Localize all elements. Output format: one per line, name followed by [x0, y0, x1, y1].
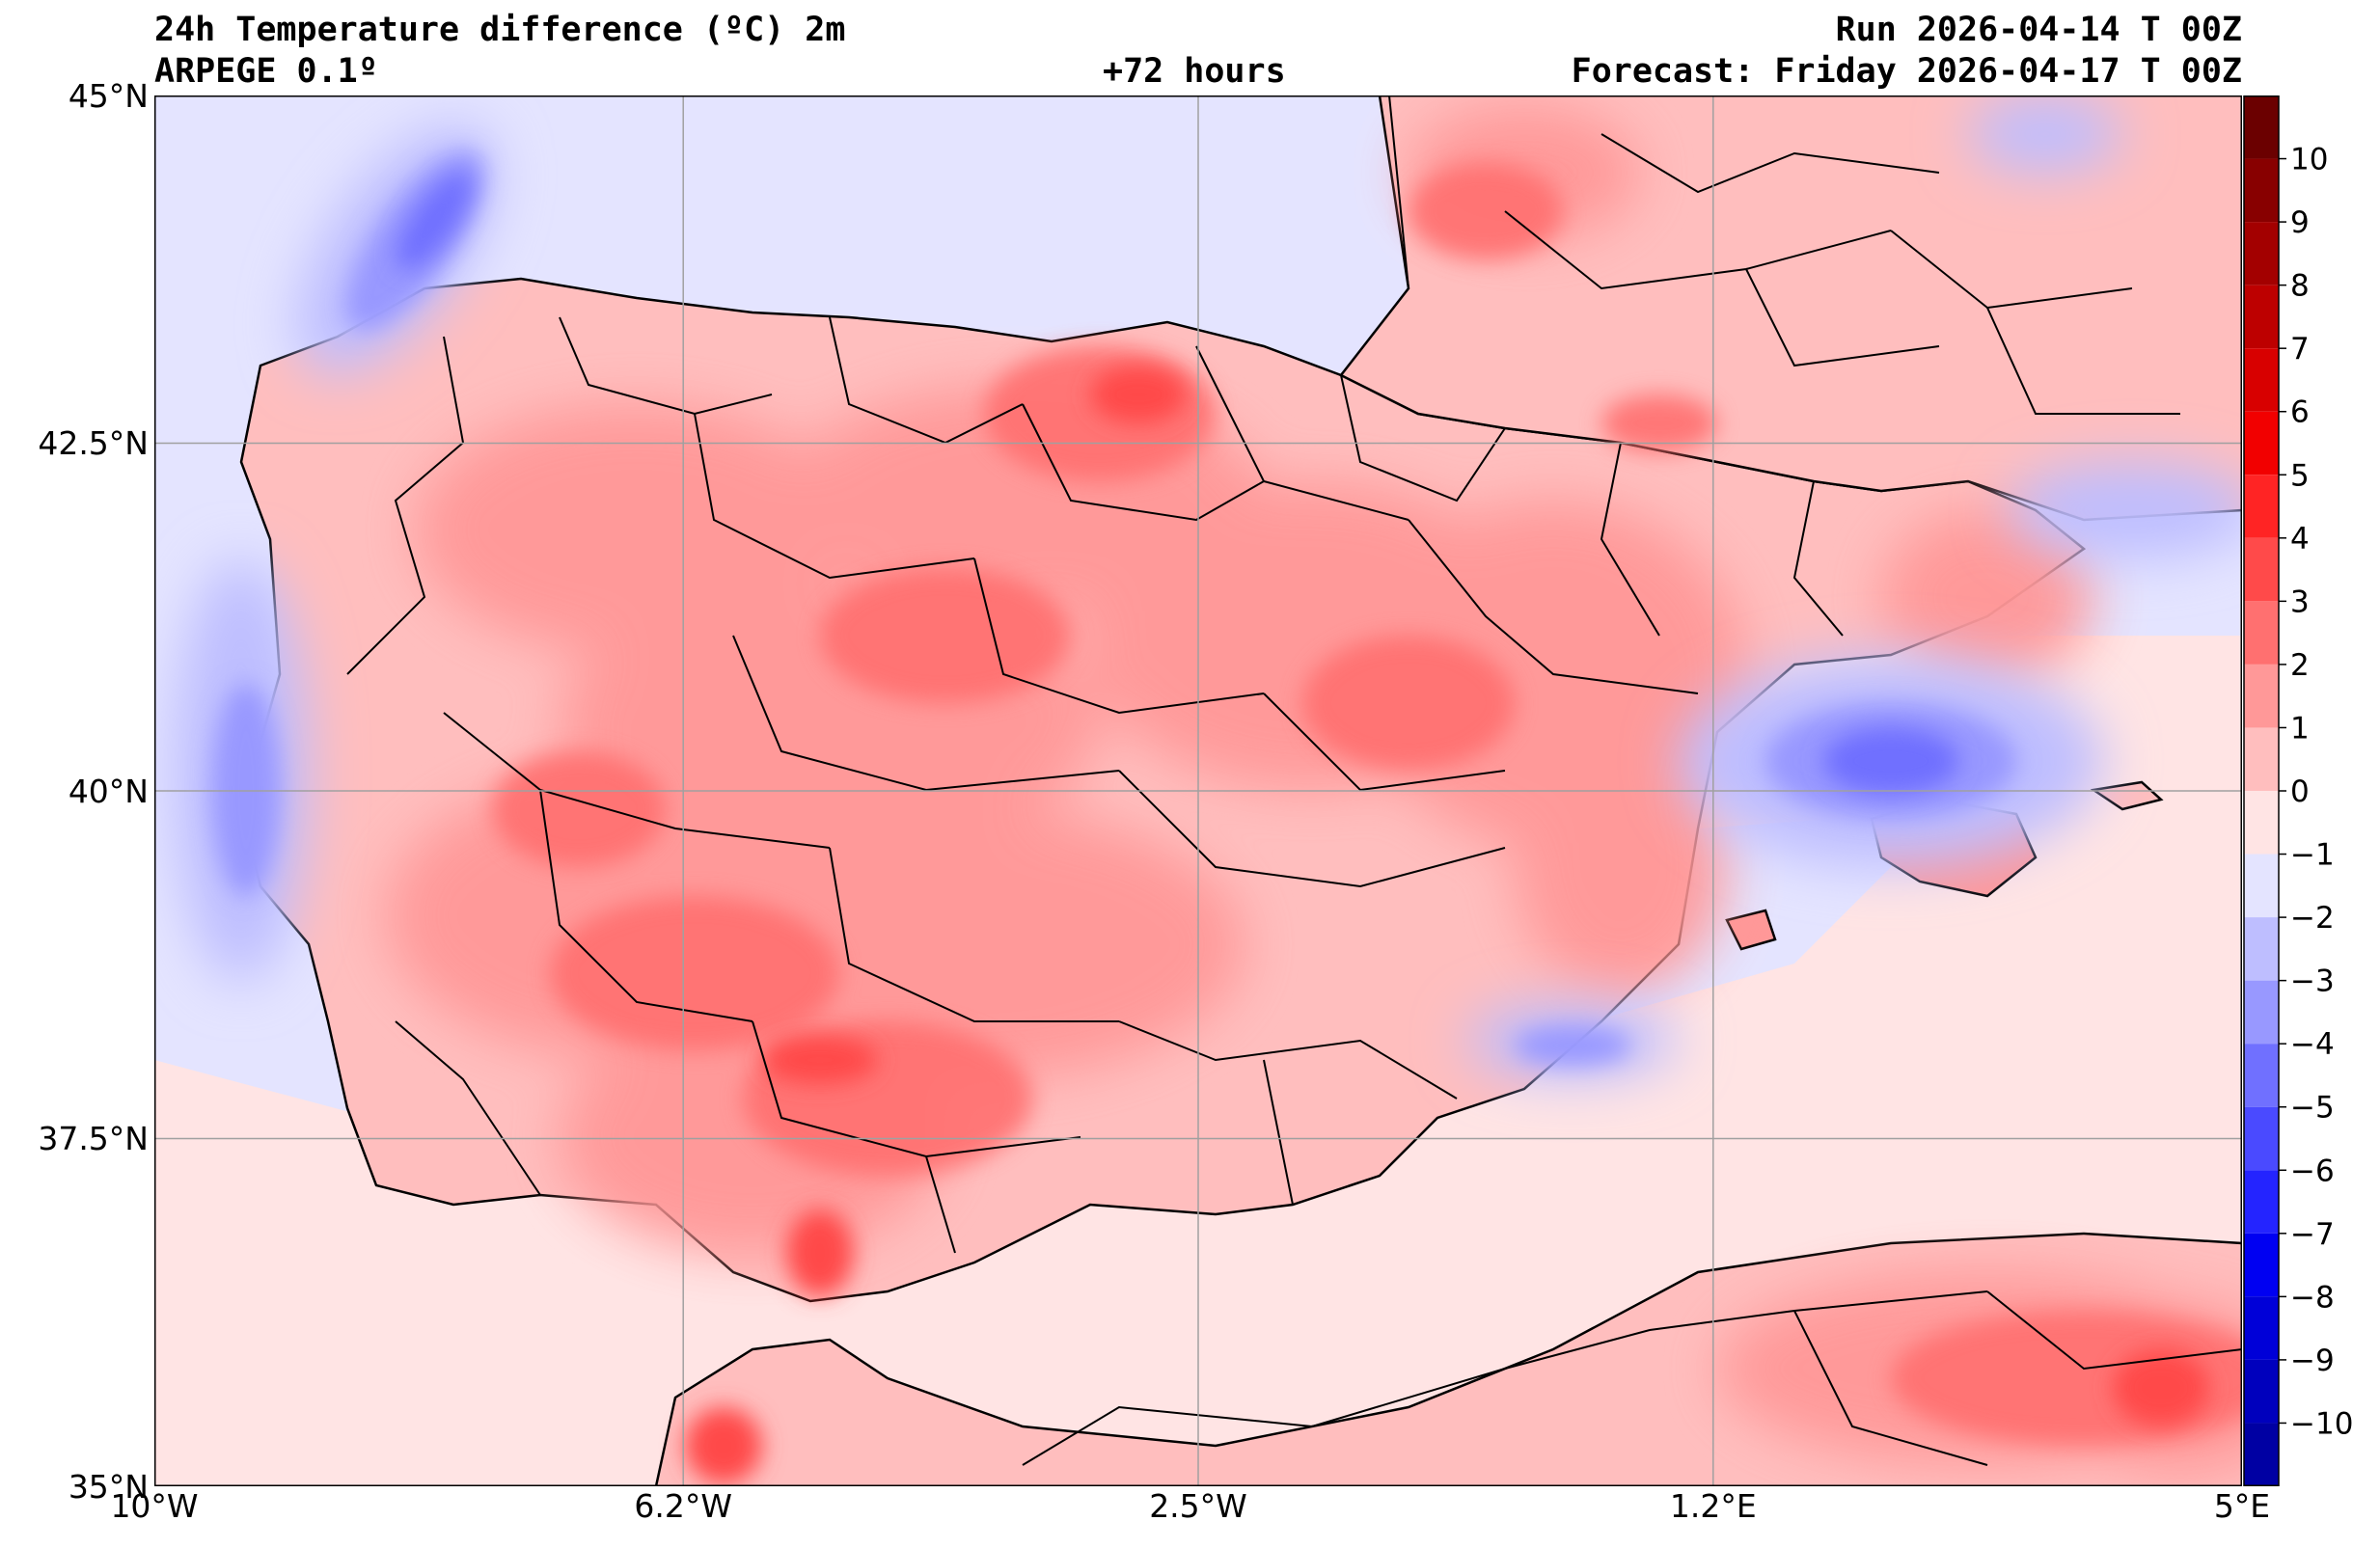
- lat-tick-label: 42.5°N: [38, 424, 149, 462]
- colorbar-tick-label: 4: [2290, 522, 2310, 557]
- colorbar-band: [2244, 1359, 2279, 1424]
- colorbar-tick-label: 3: [2290, 584, 2310, 619]
- lead-time-label: +72 hours: [1103, 52, 1286, 91]
- colorbar-tick-label: 1: [2290, 711, 2310, 746]
- colorbar-band: [2244, 727, 2279, 791]
- colorbar-tick-label: 10: [2290, 143, 2328, 177]
- colorbar-tick-label: −4: [2290, 1027, 2335, 1062]
- lon-tick-label: 6.2°W: [634, 1487, 733, 1525]
- cold-anomaly-layer-3: [397, 172, 1958, 795]
- colorbar-tick-label: 0: [2290, 774, 2310, 809]
- province-borders: [346, 95, 2242, 1466]
- colorbar-tick-label: −5: [2290, 1091, 2335, 1126]
- colorbar-band: [2244, 1423, 2279, 1486]
- lat-tick-label: 37.5°N: [38, 1120, 149, 1157]
- colorbar-tick-label: −7: [2290, 1217, 2335, 1252]
- colorbar-band: [2244, 411, 2279, 475]
- lat-tick-label: 35°N: [68, 1467, 149, 1506]
- chart-title: 24h Temperature difference (ºC) 2m: [154, 11, 846, 49]
- warm-anomaly-layer-3: [685, 366, 2209, 1484]
- warm-anomaly-layer-2: [492, 163, 2242, 1446]
- graticule: [154, 95, 2242, 1486]
- colorbar-tick-label: −10: [2290, 1406, 2353, 1441]
- lat-tick-label: 45°N: [68, 76, 149, 115]
- model-label: ARPEGE 0.1º: [154, 52, 378, 91]
- menorca: [2090, 780, 2164, 811]
- colorbar-tick-label: 7: [2290, 332, 2310, 367]
- colorbar-band: [2244, 1106, 2279, 1171]
- colorbar-band: [2244, 1170, 2279, 1234]
- lon-tick-label: 2.5°W: [1149, 1487, 1247, 1525]
- colorbar-tick-label: −3: [2290, 964, 2335, 999]
- colorbar-band: [2244, 1233, 2279, 1297]
- lon-tick-label: 1.2°E: [1669, 1487, 1757, 1525]
- colorbar-tick-label: 6: [2290, 395, 2310, 430]
- colorbar-tick-label: −6: [2290, 1154, 2335, 1188]
- colorbar-band: [2244, 1044, 2279, 1107]
- lat-tick-label: 40°N: [68, 772, 149, 810]
- colorbar-tick-label: 2: [2290, 648, 2310, 683]
- colorbar-band: [2244, 1296, 2279, 1360]
- colorbar-band: [2244, 854, 2279, 918]
- colorbar-band: [2244, 95, 2279, 159]
- colorbar-tick-label: −9: [2290, 1344, 2335, 1378]
- colorbar-tick-label: 8: [2290, 269, 2310, 304]
- temperature-difference-map: [154, 95, 2242, 1486]
- colorbar-band: [2244, 791, 2279, 855]
- colorbar-band: [2244, 348, 2279, 412]
- colorbar-tick-label: −1: [2290, 838, 2335, 873]
- colorbar-band: [2244, 980, 2279, 1045]
- colorbar-tick-label: −2: [2290, 901, 2335, 936]
- colorbar-band: [2244, 664, 2279, 728]
- colorbar-band: [2244, 158, 2279, 223]
- colorbar-band: [2244, 222, 2279, 285]
- colorbar-band: [2244, 537, 2279, 602]
- map-frame: [154, 95, 2242, 1486]
- run-label: Run 2026-04-14 T 00Z: [1835, 11, 2242, 49]
- colorbar-band: [2244, 917, 2279, 981]
- lon-tick-label: 10°W: [110, 1487, 199, 1525]
- colorbar-tick-label: 9: [2290, 205, 2310, 240]
- colorbar-tick-label: 5: [2290, 458, 2310, 493]
- colorbar-band: [2244, 601, 2279, 665]
- ibiza: [1725, 909, 1777, 951]
- lon-tick-label: 5°E: [2213, 1487, 2271, 1525]
- colorbar-band: [2244, 285, 2279, 349]
- colorbar-tick-label: −8: [2290, 1280, 2335, 1315]
- forecast-label: Forecast: Friday 2026-04-17 T 00Z: [1571, 52, 2242, 91]
- colorbar-band: [2244, 475, 2279, 538]
